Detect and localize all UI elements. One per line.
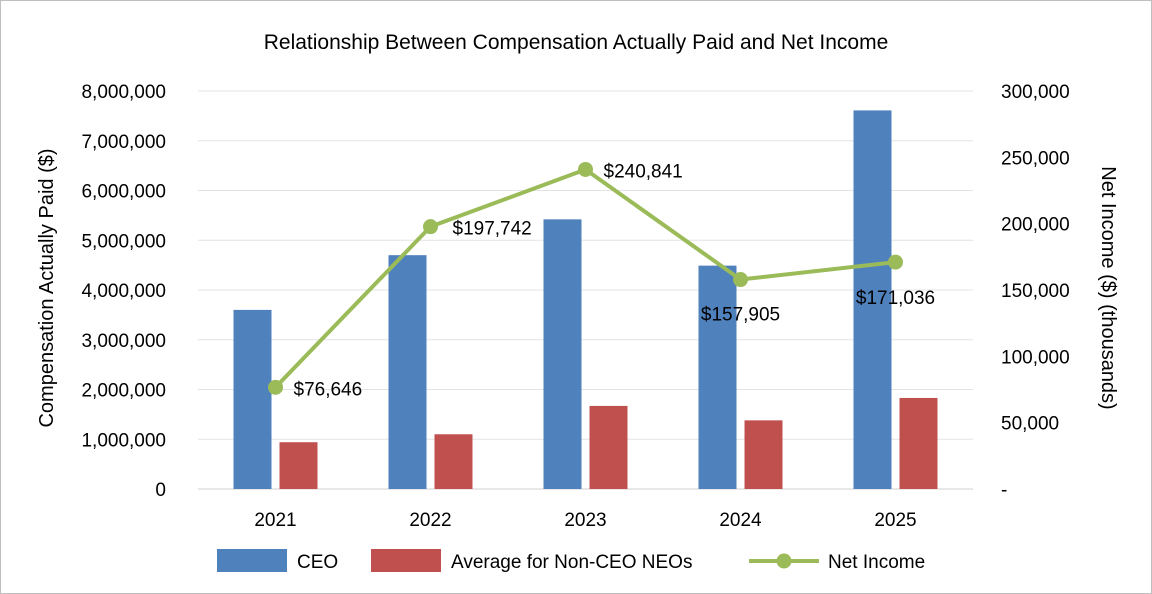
legend-swatch-ceo	[217, 549, 287, 572]
net-income-data-label: $197,742	[453, 219, 532, 240]
right-tick-label: 150,000	[1001, 281, 1070, 302]
right-tick-label: -	[1001, 480, 1007, 501]
legend-swatch-non-ceo-neo	[371, 549, 441, 572]
left-tick-label: 0	[155, 480, 166, 501]
legend-label: Net Income	[828, 552, 925, 573]
right-tick-label: 200,000	[1001, 215, 1070, 236]
left-tick-label: 8,000,000	[81, 82, 166, 103]
left-tick-label: 6,000,000	[81, 182, 166, 203]
net-income-data-label: $171,036	[856, 288, 935, 309]
net-income-point-2025	[888, 254, 903, 270]
right-tick-label: 50,000	[1001, 414, 1059, 435]
left-tick-label: 5,000,000	[81, 231, 166, 252]
x-tick-label: 2023	[564, 510, 606, 531]
right-axis-title: Net Income ($) (thousands)	[1097, 166, 1119, 409]
bar-non-ceo-neo-2025	[899, 397, 938, 489]
bar-ceo-2022	[388, 255, 427, 489]
x-tick-label: 2022	[409, 510, 451, 531]
bar-non-ceo-neo-2022	[434, 434, 473, 489]
legend-label: CEO	[297, 552, 338, 573]
right-tick-label: 300,000	[1001, 82, 1070, 103]
bar-ceo-2023	[543, 219, 582, 490]
left-axis-title: Compensation Actually Paid ($)	[36, 148, 58, 427]
right-tick-label: 100,000	[1001, 347, 1070, 368]
bar-non-ceo-neo-2023	[589, 405, 628, 489]
bar-ceo-2024	[698, 265, 737, 489]
bar-non-ceo-neo-2024	[744, 420, 783, 489]
right-tick-label: 250,000	[1001, 148, 1070, 169]
net-income-line	[274, 167, 896, 389]
x-tick-label: 2024	[719, 510, 762, 531]
net-income-point-2021	[268, 379, 283, 395]
bar-ceo-2025	[853, 110, 892, 489]
net-income-point-2022	[423, 219, 438, 235]
legend-marker-net-income	[776, 553, 792, 569]
bar-ceo-2021	[233, 309, 272, 489]
net-income-point-2023	[578, 161, 593, 177]
net-income-data-label: $157,905	[701, 305, 780, 326]
chart-title: Relationship Between Compensation Actual…	[264, 31, 889, 54]
left-tick-label: 7,000,000	[81, 132, 166, 153]
left-tick-label: 1,000,000	[81, 430, 166, 451]
x-tick-label: 2025	[874, 510, 916, 531]
net-income-point-2024	[733, 272, 748, 288]
left-tick-label: 3,000,000	[81, 331, 166, 352]
x-tick-label: 2021	[254, 510, 296, 531]
left-tick-label: 4,000,000	[81, 281, 166, 302]
left-tick-label: 2,000,000	[81, 381, 166, 402]
legend-label: Average for Non-CEO NEOs	[451, 552, 692, 573]
net-income-data-label: $240,841	[604, 161, 683, 182]
bar-non-ceo-neo-2021	[279, 442, 318, 489]
net-income-data-label: $76,646	[294, 379, 363, 400]
